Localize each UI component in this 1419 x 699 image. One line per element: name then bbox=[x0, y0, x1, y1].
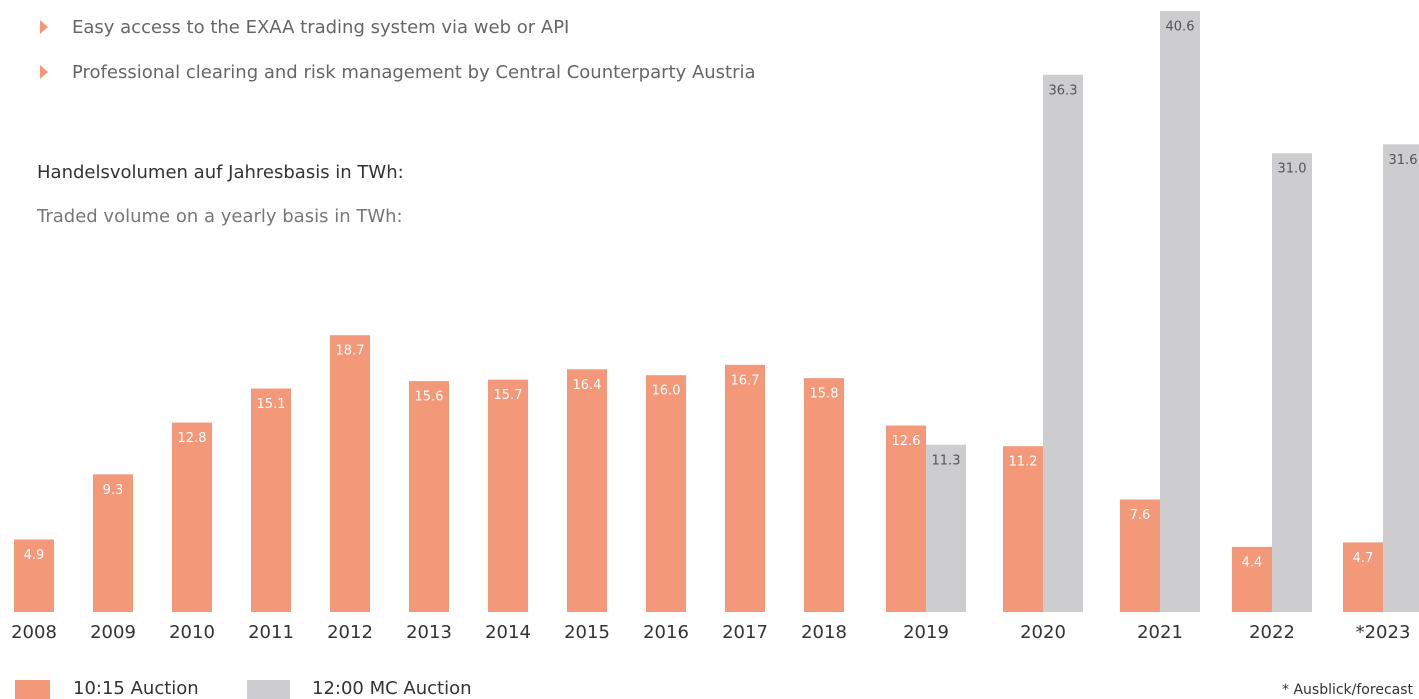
x-tick-label: 2014 bbox=[485, 622, 531, 643]
bullet-text: Professional clearing and risk managemen… bbox=[72, 62, 756, 83]
value-label: 11.2 bbox=[1009, 455, 1038, 470]
x-tick-label: 2021 bbox=[1137, 622, 1183, 643]
x-tick-label: 2012 bbox=[327, 622, 373, 643]
bar bbox=[172, 422, 212, 612]
x-tick-label: 2015 bbox=[564, 622, 610, 643]
value-label: 4.4 bbox=[1242, 555, 1263, 570]
legend-label: 12:00 MC Auction bbox=[312, 678, 472, 699]
value-label: 12.6 bbox=[892, 434, 921, 449]
value-label: 12.8 bbox=[178, 431, 207, 446]
value-label: 40.6 bbox=[1166, 20, 1195, 35]
value-label: 15.6 bbox=[415, 390, 444, 405]
bar bbox=[251, 388, 291, 612]
bullet-text: Easy access to the EXAA trading system v… bbox=[72, 17, 569, 38]
value-label: 7.6 bbox=[1130, 508, 1151, 523]
value-label: 16.0 bbox=[652, 384, 681, 399]
x-tick-label: 2013 bbox=[406, 622, 452, 643]
bar bbox=[886, 425, 926, 612]
x-tick-label: *2023 bbox=[1356, 622, 1411, 643]
chart-title: Handelsvolumen auf Jahresbasis in TWh: bbox=[37, 162, 404, 183]
bar bbox=[409, 381, 449, 612]
bar bbox=[93, 474, 133, 612]
bar bbox=[1383, 144, 1419, 612]
bar bbox=[567, 369, 607, 612]
x-tick-label: 2008 bbox=[11, 622, 57, 643]
value-label: 15.7 bbox=[494, 388, 523, 403]
value-label: 11.3 bbox=[932, 453, 961, 468]
x-tick-label: 2019 bbox=[903, 622, 949, 643]
value-label: 18.7 bbox=[336, 344, 365, 359]
legend-label: 10:15 Auction bbox=[73, 678, 199, 699]
x-tick-label: 2018 bbox=[801, 622, 847, 643]
value-label: 31.0 bbox=[1278, 162, 1307, 177]
value-label: 4.9 bbox=[24, 548, 45, 563]
bar bbox=[926, 444, 966, 612]
legend-swatch bbox=[15, 680, 50, 699]
bar bbox=[1232, 546, 1272, 612]
bar bbox=[646, 375, 686, 612]
x-tick-label: 2016 bbox=[643, 622, 689, 643]
bar bbox=[804, 378, 844, 612]
x-tick-label: 2010 bbox=[169, 622, 215, 643]
bar bbox=[725, 364, 765, 612]
legend-swatch bbox=[247, 680, 290, 699]
value-label: 16.4 bbox=[573, 378, 602, 393]
bar bbox=[1120, 499, 1160, 612]
value-label: 15.1 bbox=[257, 397, 286, 412]
bullet-icon bbox=[40, 65, 48, 79]
value-label: 4.7 bbox=[1353, 551, 1374, 566]
x-tick-label: 2017 bbox=[722, 622, 768, 643]
bar bbox=[1160, 11, 1200, 613]
x-tick-label: 2011 bbox=[248, 622, 294, 643]
chart-subtitle: Traded volume on a yearly basis in TWh: bbox=[36, 206, 403, 227]
bar bbox=[1043, 74, 1083, 612]
value-label: 31.6 bbox=[1389, 153, 1418, 168]
bar bbox=[1343, 542, 1383, 612]
bar bbox=[488, 379, 528, 612]
value-label: 9.3 bbox=[103, 483, 124, 498]
bar bbox=[14, 539, 54, 612]
x-tick-label: 2022 bbox=[1249, 622, 1295, 643]
bullet-icon bbox=[40, 20, 48, 34]
value-label: 36.3 bbox=[1049, 83, 1078, 98]
value-label: 15.8 bbox=[810, 387, 839, 402]
bar bbox=[330, 335, 370, 612]
bar bbox=[1272, 153, 1312, 612]
footnote: * Ausblick/forecast bbox=[1282, 682, 1414, 698]
value-label: 16.7 bbox=[731, 373, 760, 388]
x-tick-label: 2020 bbox=[1020, 622, 1066, 643]
x-tick-label: 2009 bbox=[90, 622, 136, 643]
bar bbox=[1003, 446, 1043, 612]
